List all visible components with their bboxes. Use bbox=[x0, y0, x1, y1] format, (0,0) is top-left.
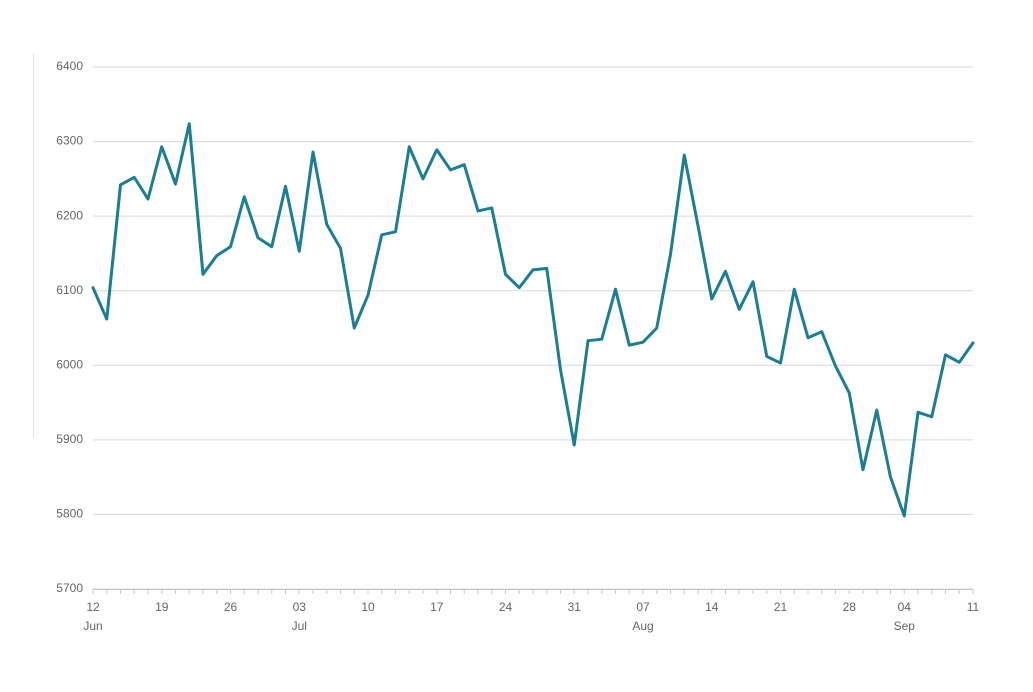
x-tick-label: 03 bbox=[293, 600, 307, 614]
x-tick-label: 26 bbox=[224, 600, 238, 614]
x-tick-label: 12 bbox=[86, 600, 100, 614]
x-month-label: Jul bbox=[292, 619, 307, 633]
y-tick-label: 6000 bbox=[56, 357, 83, 371]
y-tick-label: 6300 bbox=[56, 134, 83, 148]
x-tick-label: 04 bbox=[898, 600, 912, 614]
y-tick-label: 5900 bbox=[56, 432, 83, 446]
y-tick-label: 5800 bbox=[56, 507, 83, 521]
x-tick-label: 28 bbox=[843, 600, 857, 614]
x-month-label: Jun bbox=[83, 619, 102, 633]
y-tick-label: 6100 bbox=[56, 283, 83, 297]
x-tick-label: 10 bbox=[361, 600, 375, 614]
data-line bbox=[91, 122, 975, 518]
y-tick-label: 5700 bbox=[56, 581, 83, 595]
x-tick-label: 07 bbox=[636, 600, 650, 614]
x-tick-label: 14 bbox=[705, 600, 719, 614]
x-tick-label: 24 bbox=[499, 600, 513, 614]
y-tick-label: 6200 bbox=[56, 208, 83, 222]
y-tick-label: 6400 bbox=[56, 59, 83, 73]
x-tick-label: 21 bbox=[774, 600, 788, 614]
x-tick-label: 31 bbox=[568, 600, 582, 614]
x-tick-label: 19 bbox=[155, 600, 169, 614]
x-tick-label: 11 bbox=[967, 600, 980, 614]
x-month-label: Sep bbox=[894, 619, 916, 633]
x-tick-label: 17 bbox=[430, 600, 444, 614]
x-month-label: Aug bbox=[632, 619, 653, 633]
